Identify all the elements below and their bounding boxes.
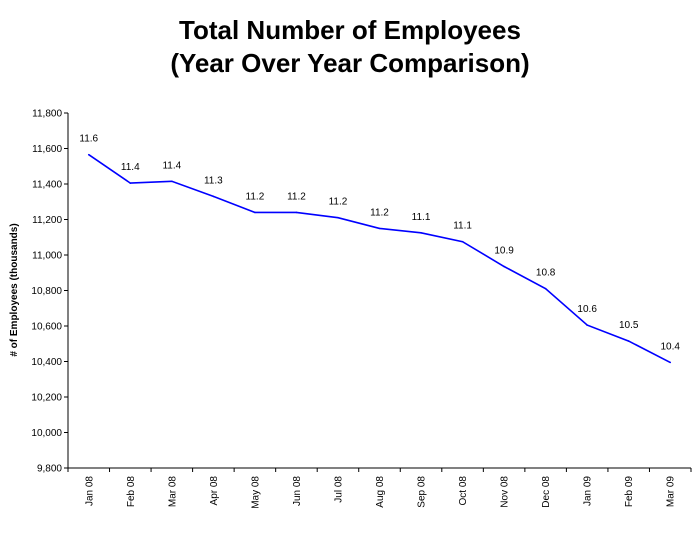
y-tick-label: 11,400: [32, 180, 62, 191]
y-tick-label: 10,000: [31, 428, 62, 439]
y-tick-label: 10,600: [31, 322, 62, 333]
data-point: [627, 340, 630, 342]
title-line-1: Total Number of Employees: [179, 15, 521, 45]
series-line: [88, 154, 671, 364]
data-point: [378, 227, 381, 230]
x-tick-label: Feb 08: [126, 476, 137, 508]
y-tick-label: 11,800: [32, 109, 62, 120]
x-tick-label: Jan 08: [84, 476, 95, 506]
x-tick-label: Nov 08: [500, 476, 511, 508]
x-tick-label: Mar 08: [167, 476, 178, 508]
data-point: [461, 240, 464, 243]
data-label: 11.2: [329, 197, 348, 208]
x-axis-ticks: Jan 08 Feb 08 Mar 08 Apr 08 May 08 Jun 08 Jul …: [67, 468, 692, 509]
data-point: [87, 153, 90, 156]
data-label: 10.6: [577, 304, 597, 315]
y-axis-label: # of Employees (thousands): [9, 223, 20, 356]
x-tick-label: Dec 08: [541, 476, 552, 508]
data-point: [503, 265, 505, 268]
x-tick-label: Aug 08: [375, 476, 386, 508]
chart-title: Total Number of Employees (Year Over Yea…: [0, 14, 700, 80]
data-point: [171, 180, 173, 183]
data-label: 11.4: [162, 160, 181, 171]
data-point: [669, 361, 672, 364]
data-point: [212, 195, 215, 198]
data-point: [295, 211, 298, 214]
x-tick-label: Feb 09: [624, 476, 635, 508]
data-label: 11.1: [412, 212, 431, 223]
y-axis-ticks: 9,800 10,000 10,200 10,400 10,600 10,800 11,00…: [31, 109, 68, 475]
y-tick-label: 11,000: [32, 251, 62, 262]
title-line-2: (Year Over Year Comparison): [170, 48, 530, 78]
y-tick-label: 9,800: [37, 464, 62, 475]
data-point: [586, 324, 588, 326]
data-label: 11.6: [79, 134, 98, 145]
data-label: 10.8: [536, 268, 556, 279]
data-label: 10.5: [619, 320, 639, 331]
x-tick-label: Jan 09: [583, 476, 594, 506]
data-label: 10.9: [494, 246, 514, 257]
series: [87, 153, 672, 364]
y-tick-label: 10,400: [31, 357, 62, 368]
x-tick-label: Jul 08: [333, 476, 344, 503]
data-point: [337, 216, 339, 219]
data-label: 11.2: [370, 207, 389, 218]
data-point: [254, 211, 256, 214]
data-label: 11.1: [453, 221, 472, 232]
data-label: 11.3: [204, 175, 223, 186]
y-tick-label: 11,200: [32, 215, 62, 226]
x-tick-label: Mar 09: [666, 476, 677, 508]
data-point: [420, 232, 422, 234]
y-tick-label: 10,800: [31, 286, 62, 297]
data-label: 11.4: [121, 162, 140, 173]
data-label: 11.2: [287, 191, 306, 202]
data-point: [544, 287, 547, 290]
x-tick-label: May 08: [250, 476, 261, 509]
y-tick-label: 11,600: [32, 144, 62, 155]
x-tick-label: Sep 08: [417, 476, 428, 508]
data-label: 11.2: [246, 191, 265, 202]
axes: [67, 113, 691, 469]
x-tick-label: Oct 08: [458, 476, 469, 506]
data-label: 10.4: [660, 341, 680, 352]
x-tick-label: Apr 08: [209, 476, 220, 506]
data-labels: 11.6 11.4 11.4 11.3 11.2 11.2 11.2 11.2 11.1 11.1…: [79, 134, 680, 353]
data-point: [129, 182, 132, 184]
x-tick-label: Jun 08: [292, 476, 303, 506]
y-tick-label: 10,200: [31, 393, 62, 404]
